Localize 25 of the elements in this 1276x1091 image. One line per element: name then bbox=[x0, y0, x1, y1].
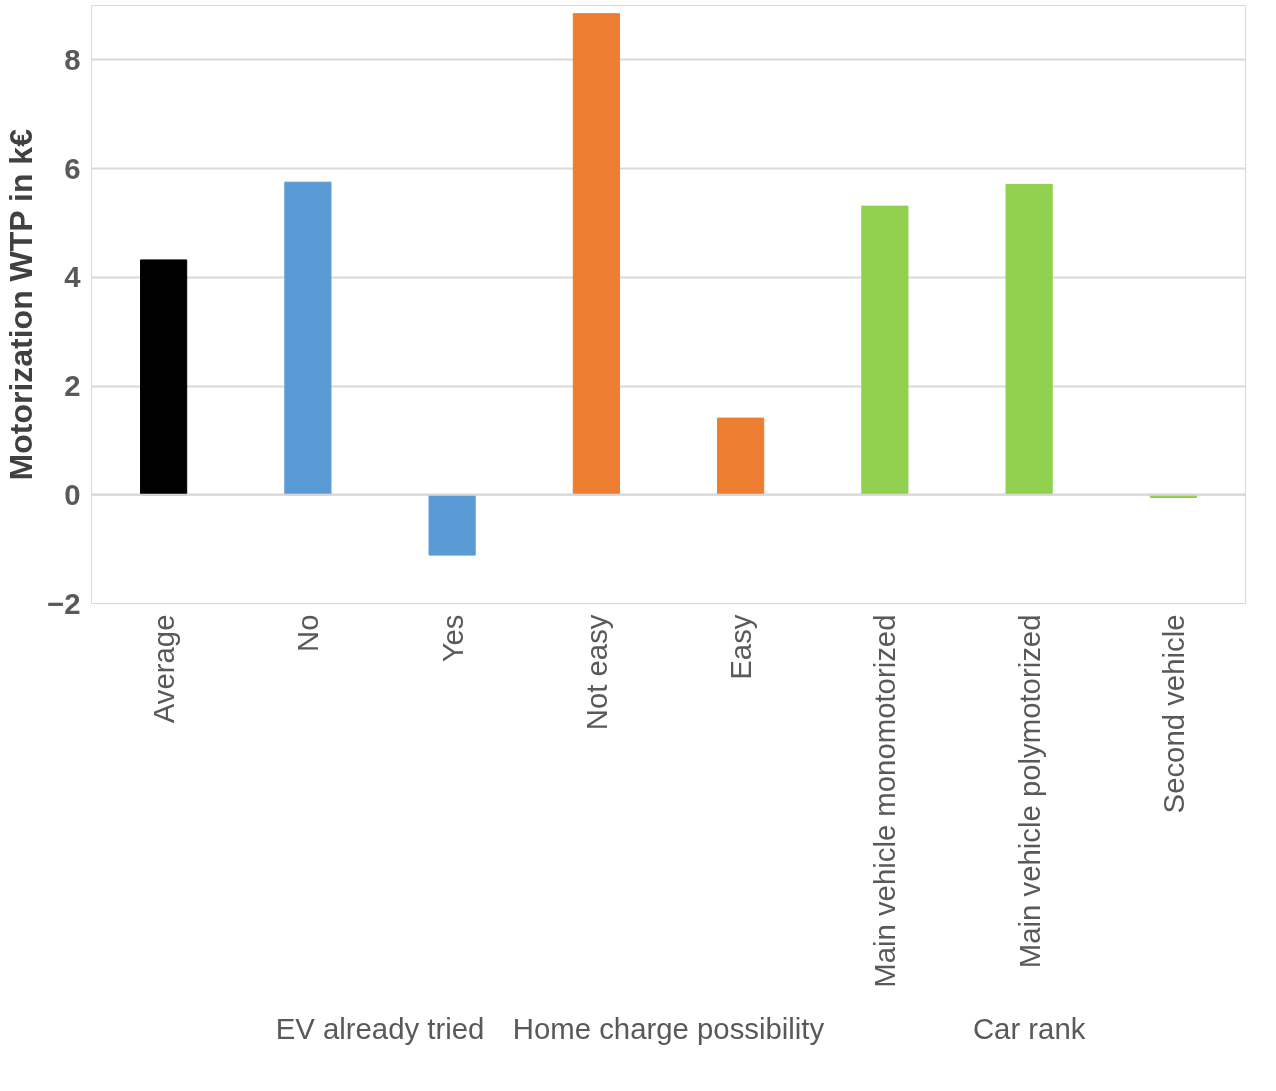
bar bbox=[572, 13, 620, 496]
x-tick-label: Not easy bbox=[579, 614, 613, 731]
x-tick-label: No bbox=[291, 614, 325, 652]
y-tick-label: 2 bbox=[64, 369, 81, 403]
x-tick-label: Main vehicle polymotorized bbox=[1012, 614, 1046, 969]
x-tick-label: Yes bbox=[435, 614, 469, 663]
y-tick-label: 4 bbox=[64, 260, 82, 294]
y-tick-label: 0 bbox=[64, 477, 81, 511]
x-tick-label: Main vehicle monomotorized bbox=[868, 614, 902, 988]
bar bbox=[1005, 183, 1053, 496]
bar bbox=[428, 494, 476, 556]
bar bbox=[140, 259, 188, 496]
bar bbox=[284, 181, 332, 496]
y-tick-label: 8 bbox=[64, 42, 81, 76]
y-tick-label: 6 bbox=[64, 151, 81, 185]
bar bbox=[861, 205, 909, 496]
text: Home charge possibility bbox=[512, 1011, 825, 1045]
x-tick-label: Second vehicle bbox=[1156, 614, 1190, 814]
text: Car rank bbox=[972, 1011, 1086, 1045]
x-tick-label: Easy bbox=[724, 614, 758, 680]
x-tick-label: Average bbox=[147, 614, 181, 724]
y-tick-label: −2 bbox=[47, 586, 81, 620]
text: EV already tried bbox=[275, 1011, 485, 1045]
y-axis-title: Motorization WTP in k€ bbox=[3, 128, 40, 481]
bar bbox=[717, 417, 765, 496]
